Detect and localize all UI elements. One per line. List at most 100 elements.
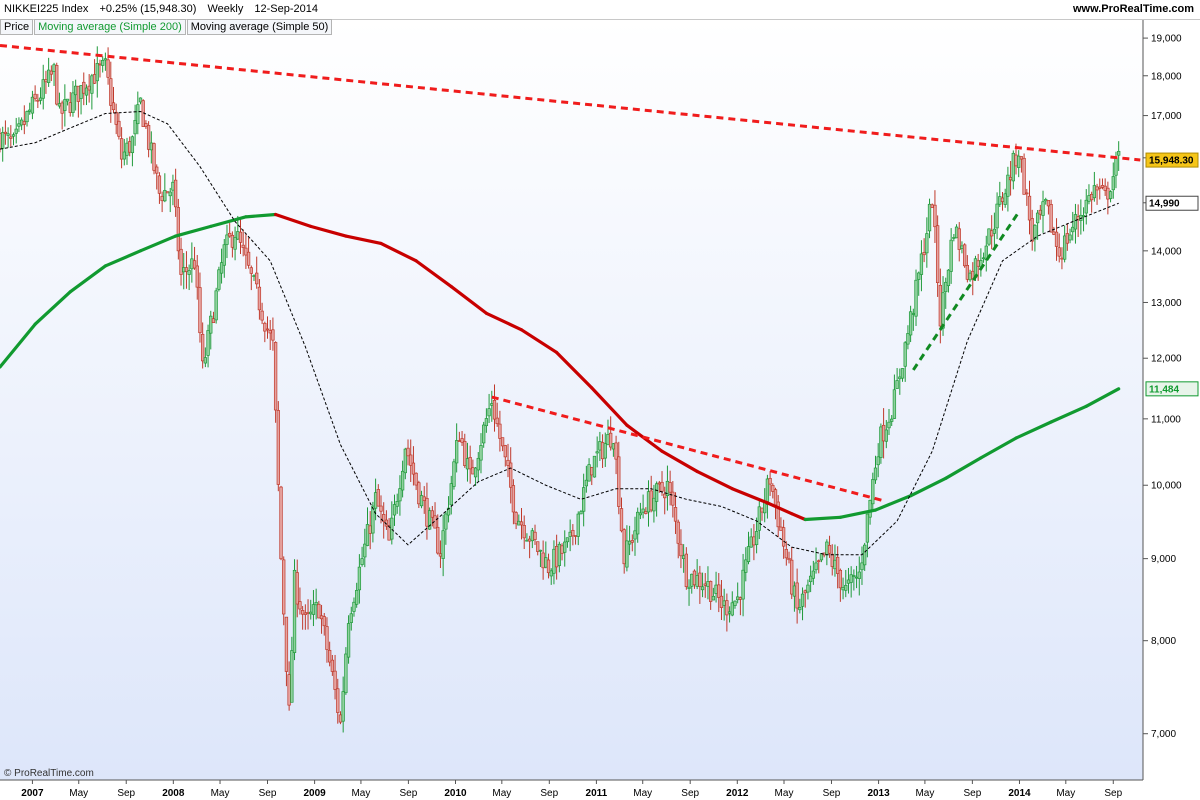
candle	[768, 471, 772, 496]
y-tick-label: 19,000	[1151, 34, 1182, 45]
candle	[668, 470, 672, 506]
candle	[579, 509, 583, 515]
candle	[571, 524, 575, 546]
candle	[292, 559, 297, 661]
legend-ma50[interactable]: Moving average (Simple 50)	[186, 19, 333, 35]
candle	[638, 502, 643, 520]
x-tick-label: 2013	[867, 788, 890, 799]
candle	[473, 467, 478, 486]
x-tick-label: 2008	[162, 788, 185, 799]
candle	[1057, 233, 1061, 263]
candle	[355, 582, 359, 608]
candle	[879, 423, 883, 464]
candle	[1098, 178, 1102, 200]
x-axis-panel[interactable]	[0, 780, 1143, 800]
candle	[908, 305, 913, 343]
candle	[311, 590, 316, 627]
x-tick-label: Sep	[1104, 788, 1122, 799]
candle	[484, 408, 489, 433]
ma200-segment	[838, 508, 878, 519]
candle	[255, 256, 259, 289]
candle	[249, 265, 253, 291]
candle	[563, 530, 567, 567]
candle	[392, 494, 397, 526]
candle	[1073, 203, 1078, 244]
candle	[519, 508, 524, 540]
legend-ma200[interactable]: Moving average (Simple 200)	[34, 19, 186, 35]
candle	[25, 110, 29, 127]
candle	[228, 222, 232, 238]
candle	[800, 587, 805, 621]
ma200-segment	[103, 249, 143, 268]
candle	[625, 525, 629, 572]
y-axis[interactable]: 7,000 8,000 9,000 10,000 11,000 12,000 13,000 1…	[1143, 34, 1182, 741]
candle	[165, 191, 170, 194]
ma200-segment	[909, 476, 948, 498]
candle	[203, 347, 208, 368]
candle	[849, 566, 853, 598]
candle	[617, 441, 621, 515]
candle	[211, 311, 216, 324]
candle	[411, 446, 416, 486]
candle	[90, 73, 94, 110]
ma200-segment	[484, 311, 524, 332]
candle	[873, 455, 878, 484]
indicator-legend: Price Moving average (Simple 200) Moving…	[0, 19, 333, 35]
candle	[138, 97, 143, 105]
ma200-segment	[138, 234, 178, 253]
candle	[857, 556, 861, 596]
candle	[1003, 188, 1007, 208]
candle	[14, 117, 18, 144]
candle	[495, 402, 499, 427]
candle	[3, 120, 8, 145]
y-tick-label: 14,000	[1151, 246, 1182, 257]
candle	[852, 569, 856, 591]
x-tick-label: May	[633, 788, 652, 799]
candle	[965, 255, 970, 283]
candle	[630, 534, 634, 552]
symbol-name[interactable]: NIKKEI225 Index	[4, 3, 89, 15]
candle	[671, 481, 675, 518]
candle	[441, 514, 445, 577]
candle	[576, 511, 580, 546]
candle	[892, 374, 897, 419]
candle	[654, 481, 659, 517]
candle	[1019, 156, 1024, 173]
candle	[163, 173, 167, 203]
candle	[198, 272, 202, 343]
candle	[1006, 166, 1010, 212]
candle	[217, 266, 221, 292]
candle	[957, 222, 961, 262]
trend-line-red[interactable]	[491, 395, 884, 503]
ma50-value-tag: 14,990	[1145, 195, 1199, 211]
candle	[933, 190, 937, 244]
x-tick-label: May	[915, 788, 934, 799]
candle	[273, 341, 278, 423]
site-link[interactable]: www.ProRealTime.com	[1072, 3, 1194, 15]
candle	[884, 419, 888, 449]
candle	[130, 135, 135, 167]
candle	[698, 565, 702, 604]
ma200-segment	[1049, 404, 1088, 424]
candle	[746, 531, 751, 565]
legend-price[interactable]: Price	[0, 19, 34, 35]
candle	[644, 507, 648, 515]
price-chart[interactable]: 7,0008,0009,00010,00011,00012,00013,0001…	[0, 20, 1200, 800]
candle	[436, 514, 440, 555]
candle	[663, 486, 667, 515]
candle	[117, 112, 121, 140]
ma200-segment	[660, 449, 699, 474]
candle	[860, 546, 864, 585]
x-axis[interactable]: 2007 May Sep 2008 May Sep 2009 May Sep 2010 May Sep…	[21, 780, 1123, 799]
candle	[1046, 200, 1051, 215]
period-label[interactable]: Weekly	[207, 3, 244, 15]
candle	[103, 52, 108, 71]
candle	[346, 615, 351, 664]
y-tick-label: 12,000	[1151, 354, 1182, 365]
candle	[536, 541, 540, 556]
candle	[238, 218, 243, 254]
svg-text:15,948.30: 15,948.30	[1149, 156, 1194, 167]
trend-line-green[interactable]	[912, 211, 1020, 371]
y-axis-panel[interactable]	[1144, 20, 1200, 780]
date-label: 12-Sep-2014	[254, 3, 318, 15]
